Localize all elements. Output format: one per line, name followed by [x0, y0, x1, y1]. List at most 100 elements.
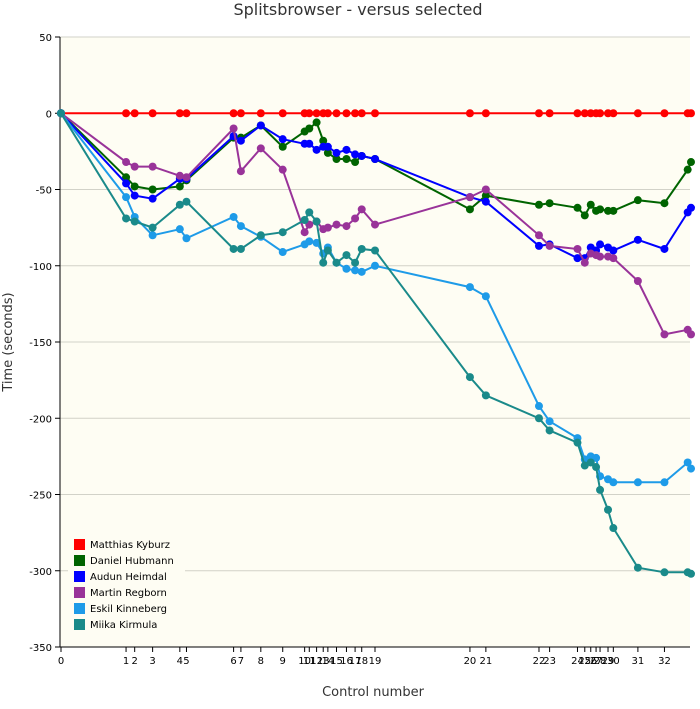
data-point	[278, 109, 287, 118]
data-point	[122, 214, 131, 223]
data-point	[122, 193, 131, 202]
data-point	[130, 182, 139, 191]
data-point	[305, 139, 314, 148]
x-axis-label: Control number	[322, 685, 425, 700]
data-point	[130, 217, 139, 226]
data-point	[148, 185, 157, 194]
data-point	[332, 109, 341, 118]
data-point	[371, 155, 380, 163]
x-tick-label: 6	[230, 656, 236, 667]
data-point	[660, 478, 669, 487]
data-point	[633, 563, 642, 572]
y-tick-label: 0	[46, 109, 52, 120]
data-point	[573, 203, 582, 212]
data-point	[545, 417, 554, 426]
data-point	[332, 220, 341, 229]
data-point	[580, 109, 589, 118]
data-point	[357, 267, 366, 276]
legend-background	[68, 533, 185, 635]
y-tick-label: -350	[29, 643, 52, 654]
series-matthias-kyburz	[57, 109, 695, 118]
x-tick-label: 16	[340, 656, 353, 667]
data-point	[312, 109, 321, 118]
data-point	[465, 373, 474, 382]
data-point	[148, 162, 157, 171]
data-point	[660, 109, 669, 118]
data-point	[586, 458, 595, 467]
data-point	[371, 246, 380, 255]
data-point	[371, 109, 380, 118]
data-point	[342, 251, 351, 260]
data-point	[357, 244, 366, 253]
data-point	[312, 145, 321, 154]
data-point	[305, 208, 314, 217]
data-point	[465, 205, 474, 214]
data-point	[175, 171, 184, 180]
legend-label: Eskil Kinneberg	[90, 604, 167, 615]
data-point	[236, 136, 245, 145]
data-point	[481, 109, 490, 118]
data-point	[332, 155, 341, 163]
data-point	[278, 165, 287, 174]
data-point	[545, 109, 554, 118]
legend-swatch	[74, 539, 85, 550]
data-point	[175, 200, 184, 209]
data-point	[236, 109, 245, 118]
data-point	[604, 505, 613, 514]
data-point	[175, 109, 184, 118]
data-point	[182, 234, 191, 243]
data-point	[305, 237, 314, 246]
data-point	[305, 109, 314, 118]
y-tick-label: -300	[29, 567, 52, 578]
data-point	[609, 524, 618, 533]
data-point	[300, 216, 309, 224]
data-point	[351, 109, 360, 118]
data-point	[573, 244, 582, 253]
data-point	[256, 121, 265, 130]
data-point	[351, 266, 360, 275]
data-point	[148, 223, 157, 232]
data-point	[596, 205, 605, 214]
data-point	[371, 261, 380, 270]
data-point	[323, 142, 332, 151]
data-point	[481, 292, 490, 301]
data-point	[633, 196, 642, 205]
data-point	[481, 197, 490, 206]
legend-label: Daniel Hubmann	[90, 556, 174, 567]
y-tick-label: -200	[29, 414, 52, 425]
data-point	[256, 231, 265, 240]
data-point	[687, 569, 695, 578]
legend-label: Miika Kirmula	[90, 620, 157, 631]
x-tick-label: 23	[543, 656, 556, 667]
data-point	[351, 214, 360, 223]
data-point	[122, 173, 131, 182]
legend-swatch	[74, 603, 85, 614]
data-point	[371, 220, 380, 229]
data-point	[534, 241, 543, 250]
data-point	[175, 182, 184, 191]
data-point	[323, 223, 332, 232]
data-point	[122, 109, 131, 118]
y-tick-label: 50	[39, 33, 52, 44]
data-point	[596, 109, 605, 118]
x-tick-label: 13	[317, 656, 330, 667]
x-tick-label: 19	[369, 656, 382, 667]
x-tick-label: 2	[132, 656, 138, 667]
x-tick-label: 27	[590, 656, 603, 667]
y-tick-label: -250	[29, 491, 52, 502]
x-tick-label: 12	[310, 656, 323, 667]
data-point	[596, 252, 605, 261]
data-point	[633, 277, 642, 285]
data-point	[573, 254, 582, 263]
data-point	[312, 217, 321, 226]
data-point	[357, 205, 366, 214]
x-tick-label: 5	[183, 656, 189, 667]
data-point	[683, 458, 692, 467]
data-point	[122, 179, 131, 188]
legend-swatch	[74, 571, 85, 582]
data-point	[323, 148, 332, 157]
chart-title: Splitsbrowser - versus selected	[233, 0, 482, 19]
data-point	[609, 109, 618, 118]
x-tick-label: 31	[632, 656, 645, 667]
